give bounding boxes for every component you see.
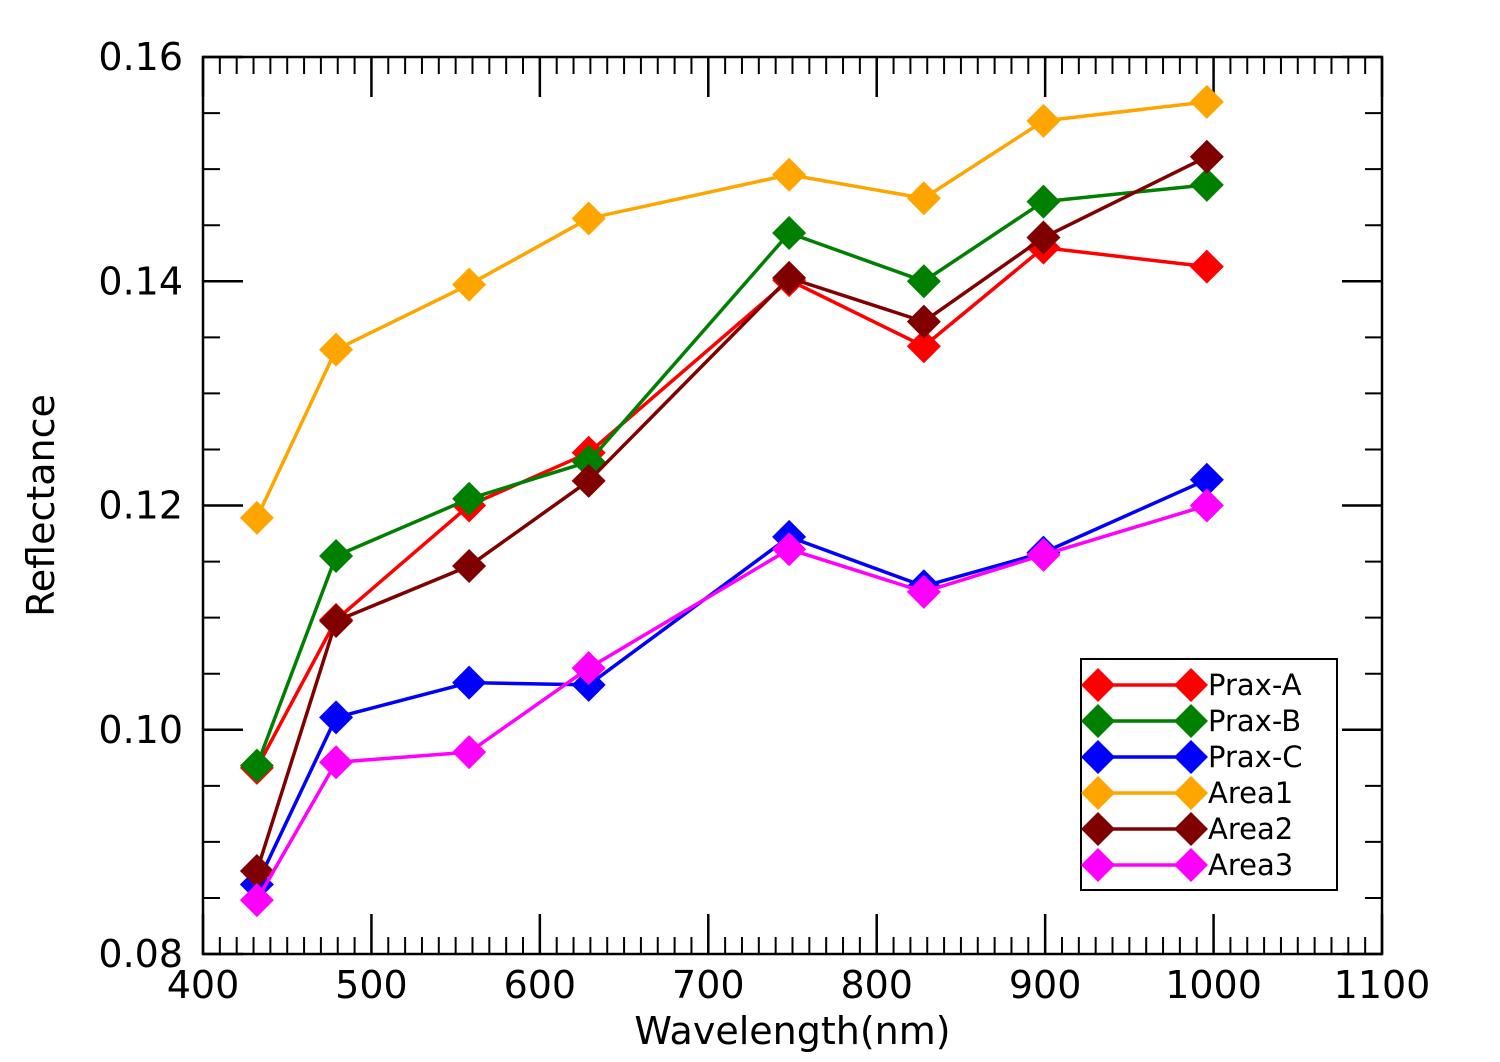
data-point-area2 [906,304,941,339]
legend-marker [1174,812,1208,846]
legend-label: Prax-A [1208,668,1302,702]
legend-item-prax-a: Prax-A [1081,668,1302,702]
data-point-prax-b [452,481,487,516]
legend-marker [1081,812,1115,846]
x-tick-label: 900 [1009,963,1082,1007]
legend-item-area3: Area3 [1081,848,1293,882]
data-point-area2 [772,260,807,295]
legend-marker [1174,848,1208,882]
series-area2 [239,139,1224,889]
data-point-area1 [239,500,274,535]
legend-item-area2: Area2 [1081,812,1293,846]
data-point-area3 [571,651,606,686]
series-line-area1 [255,100,1208,519]
x-tick-label: 800 [840,963,913,1007]
series-area3 [239,488,1224,918]
legend-label: Area3 [1208,848,1293,882]
series-line-area2 [255,155,1208,872]
data-point-prax-b [319,538,354,573]
legend-label: Prax-B [1208,704,1301,738]
data-point-area2 [1026,220,1061,255]
y-tick-labels: 0.08 0.10 0.12 0.14 0.16 [98,35,183,976]
data-point-area2 [1189,139,1224,174]
data-point-area3 [452,735,487,770]
data-point-area2 [319,603,354,638]
x-tick-label: 400 [167,963,240,1007]
series-line-prax-a [255,245,1208,769]
data-point-prax-c [1189,462,1224,497]
data-point-area3 [239,883,274,918]
x-axis-title: Wavelength(nm) [634,1009,950,1053]
x-tick-labels: 400 500 600 700 800 900 1000 1100 [167,963,1431,1007]
legend-marker [1174,668,1208,702]
legend-label: Prax-C [1208,740,1303,774]
legend-marker [1081,740,1115,774]
x-tick-label: 500 [335,963,408,1007]
series-line-prax-c [255,478,1208,886]
data-point-prax-b [1189,167,1224,202]
legend-marker [1174,704,1208,738]
data-point-prax-c [319,700,354,735]
series-prax-b [239,167,1224,783]
legend-box [1080,658,1338,891]
x-tick-label: 1100 [1334,963,1431,1007]
series-layer [239,84,1224,918]
series-line-prax-b [255,183,1208,767]
legend-item-area1: Area1 [1081,776,1293,810]
data-point-area3 [906,574,941,609]
data-point-area2 [571,463,606,498]
y-tick-label: 0.14 [98,259,183,303]
legend-marker [1081,848,1115,882]
data-point-area3 [319,745,354,780]
series-area1 [239,84,1224,535]
data-point-prax-b [1026,184,1061,219]
x-tick-label: 1000 [1165,963,1262,1007]
data-point-prax-b [772,216,807,251]
data-point-area3 [772,532,807,567]
legend-label: Area1 [1208,776,1293,810]
data-point-area1 [1189,84,1224,119]
data-point-area1 [1026,103,1061,138]
data-point-area1 [906,181,941,216]
data-point-prax-a [1189,249,1224,284]
data-point-area3 [1189,488,1224,523]
y-tick-label: 0.08 [98,932,183,976]
data-point-prax-a [906,329,941,364]
legend-marker [1081,704,1115,738]
legend-item-prax-c: Prax-C [1081,740,1303,774]
legend-marker [1081,668,1115,702]
data-point-prax-b [906,264,941,299]
legend-label: Area2 [1208,812,1293,846]
data-point-prax-c [452,665,487,700]
y-tick-label: 0.12 [98,484,183,528]
plot-frame [201,55,1384,956]
x-tick-label: 600 [504,963,577,1007]
y-tick-label: 0.10 [98,708,183,752]
data-point-area3 [1026,537,1061,572]
data-point-area2 [452,549,487,584]
x-tick-label: 700 [672,963,745,1007]
legend-marker [1174,740,1208,774]
legend-marker [1081,776,1115,810]
data-point-area2 [239,854,274,889]
data-point-area1 [319,332,354,367]
y-tick-label: 0.16 [98,35,183,79]
data-point-area1 [571,201,606,236]
data-point-prax-b [239,748,274,783]
data-point-area1 [772,157,807,192]
series-line-area3 [255,503,1208,902]
data-point-area1 [452,267,487,302]
y-axis-title: Reflectance [19,394,63,617]
legend-item-prax-b: Prax-B [1081,704,1301,738]
legend-marker [1174,776,1208,810]
